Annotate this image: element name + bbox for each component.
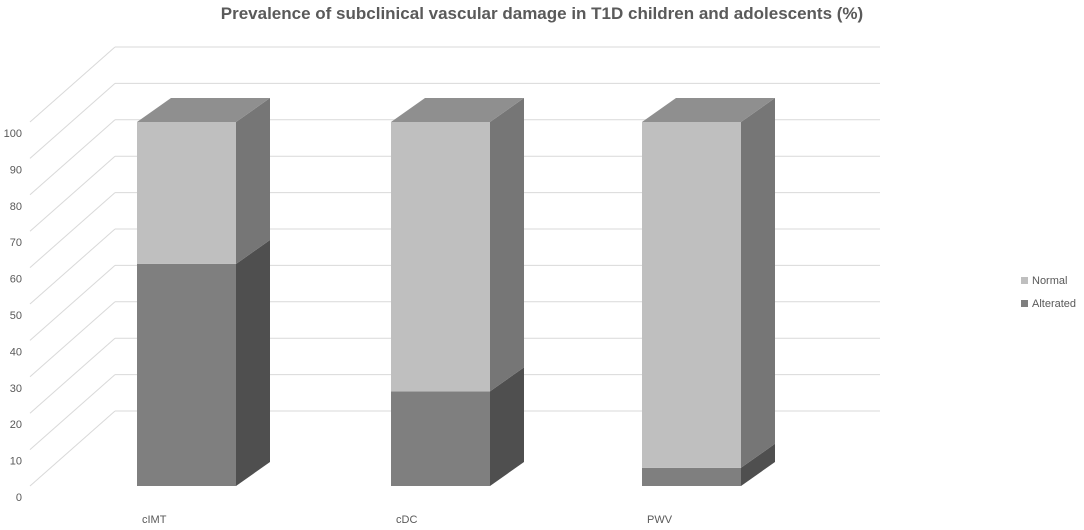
grid-line-diagonal-10 <box>29 374 116 450</box>
bar-front-cIMT-alterated <box>137 263 236 486</box>
y-axis-ticks: 0 10 20 30 40 50 60 70 80 90 100 <box>4 128 22 504</box>
y-tick-label: 70 <box>10 237 22 249</box>
x-axis-categories: cIMT cDC PWV <box>142 514 673 526</box>
legend-swatch-alterated <box>1021 300 1028 307</box>
y-tick-label: 80 <box>10 201 22 213</box>
bars <box>137 98 775 486</box>
bar-side-cIMT-normal <box>236 98 270 264</box>
bar-side-cDC-normal <box>490 98 524 392</box>
y-tick-label: 40 <box>10 346 22 358</box>
grid-line-diagonal-100 <box>29 46 116 123</box>
grid-line-diagonal-0 <box>29 410 116 487</box>
grid-line-diagonal-90 <box>29 83 116 159</box>
bar-front-PWV-alterated <box>642 467 741 486</box>
bar-top-PWV <box>642 98 775 122</box>
bar-front-cDC-normal <box>391 122 490 392</box>
y-tick-label: 30 <box>10 383 22 395</box>
y-tick-label: 20 <box>10 419 22 431</box>
grid-line-diagonal-60 <box>29 192 116 268</box>
bar-PWV-alterated <box>642 443 775 486</box>
bar-side-cIMT-alterated <box>236 239 270 486</box>
bar-PWV-normal <box>642 98 775 468</box>
y-tick-label: 0 <box>16 492 22 504</box>
y-tick-label: 100 <box>4 128 22 140</box>
category-label-cdc: cDC <box>396 514 417 526</box>
bar-front-cDC-alterated <box>391 391 490 486</box>
category-label-pwv: PWV <box>647 514 673 526</box>
grid-line-diagonal-20 <box>29 337 116 414</box>
bar-front-cIMT-normal <box>137 122 236 264</box>
bar-side-PWV-alterated <box>741 443 775 486</box>
bar-top-cIMT <box>137 98 270 122</box>
bar-side-cDC-alterated <box>490 367 524 486</box>
bar-cIMT-normal <box>137 98 270 264</box>
bar-cDC-alterated <box>391 367 524 486</box>
bar-side-PWV-normal <box>741 98 775 468</box>
legend-label-normal: Normal <box>1032 275 1067 287</box>
bar-cIMT-alterated <box>137 239 270 486</box>
grid-line-diagonal-50 <box>29 228 116 305</box>
grid-line-diagonal-80 <box>29 119 116 196</box>
legend-label-alterated: Alterated <box>1032 298 1076 310</box>
category-label-cimt: cIMT <box>142 514 167 526</box>
grid-line-diagonal-70 <box>29 155 116 232</box>
chart-title: Prevalence of subclinical vascular damag… <box>220 4 864 23</box>
y-tick-label: 90 <box>10 164 22 176</box>
y-tick-label: 10 <box>10 456 22 468</box>
y-tick-label: 50 <box>10 310 22 322</box>
bar-cDC-normal <box>391 98 524 392</box>
bar-top-cDC <box>391 98 524 122</box>
legend: Normal Alterated <box>1021 275 1076 310</box>
y-tick-label: 60 <box>10 274 22 286</box>
legend-swatch-normal <box>1021 277 1028 284</box>
grid-line-diagonal-30 <box>29 301 116 378</box>
grid-line-diagonal-40 <box>29 265 116 341</box>
bar-front-PWV-normal <box>642 122 741 468</box>
